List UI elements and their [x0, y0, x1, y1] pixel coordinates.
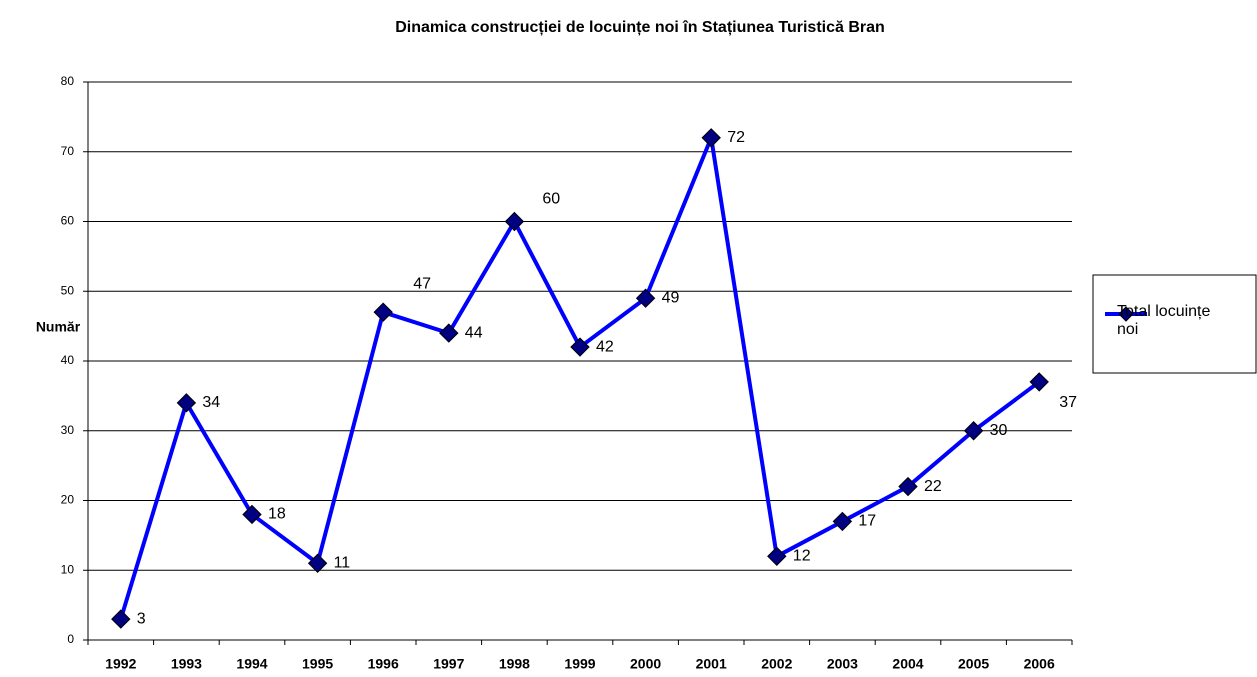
marker	[439, 323, 459, 343]
y-axis-label: Număr	[36, 319, 81, 335]
x-tick-label: 2001	[696, 656, 727, 672]
legend-marker	[1118, 306, 1134, 322]
marker	[307, 553, 328, 573]
marker	[898, 476, 918, 497]
x-tick-label: 1993	[171, 656, 202, 672]
marker	[176, 393, 197, 413]
y-tick-label: 50	[61, 283, 75, 297]
data-label: 30	[990, 422, 1008, 439]
y-tick-label: 40	[61, 353, 75, 367]
legend-box	[1092, 274, 1257, 374]
data-label: 47	[413, 275, 431, 292]
x-tick-label: 1996	[368, 656, 399, 672]
marker	[832, 511, 853, 532]
data-label: 60	[542, 191, 560, 208]
x-tick-label: 2003	[827, 656, 858, 672]
legend-label: Total locuințe noi	[1117, 303, 1211, 338]
y-tick-label: 10	[61, 562, 75, 576]
chart-title: Dinamica construcției de locuințe noi în…	[395, 19, 885, 36]
y-tick-label: 70	[61, 144, 75, 158]
x-tick-label: 1992	[105, 656, 136, 672]
data-label: 34	[202, 394, 220, 411]
y-tick-label: 60	[61, 214, 75, 228]
x-tick-label: 2002	[761, 656, 792, 672]
marker	[701, 128, 721, 148]
marker	[111, 609, 131, 629]
marker	[963, 421, 984, 441]
data-label: 12	[793, 548, 811, 565]
data-label: 42	[596, 338, 614, 355]
data-label: 72	[727, 129, 745, 146]
data-label: 17	[858, 513, 876, 530]
x-tick-label: 1998	[499, 656, 530, 672]
x-tick-label: 1999	[564, 656, 595, 672]
x-tick-label: 1995	[302, 656, 333, 672]
x-tick-label: 2000	[630, 656, 661, 672]
x-tick-label: 2005	[958, 656, 989, 672]
y-tick-label: 20	[61, 493, 75, 507]
marker	[504, 211, 525, 232]
marker	[242, 504, 262, 525]
marker	[635, 288, 656, 308]
data-label: 44	[465, 324, 483, 341]
data-label: 3	[137, 610, 146, 627]
series-line	[118, 135, 1041, 620]
data-label: 22	[924, 478, 942, 495]
data-label: 49	[662, 289, 680, 306]
data-label: 18	[268, 506, 286, 523]
x-tick-label: 2004	[892, 656, 923, 672]
data-label: 37	[1059, 394, 1077, 411]
x-tick-label: 1997	[433, 656, 464, 672]
marker	[373, 302, 393, 322]
data-label: 11	[334, 554, 351, 571]
y-tick-label: 30	[61, 423, 75, 437]
marker	[1029, 372, 1049, 392]
y-tick-label: 80	[61, 74, 75, 88]
marker	[570, 337, 590, 357]
marker	[767, 546, 787, 567]
x-tick-label: 1994	[236, 656, 267, 672]
y-tick-label: 0	[67, 632, 74, 646]
x-tick-label: 2006	[1024, 656, 1055, 672]
